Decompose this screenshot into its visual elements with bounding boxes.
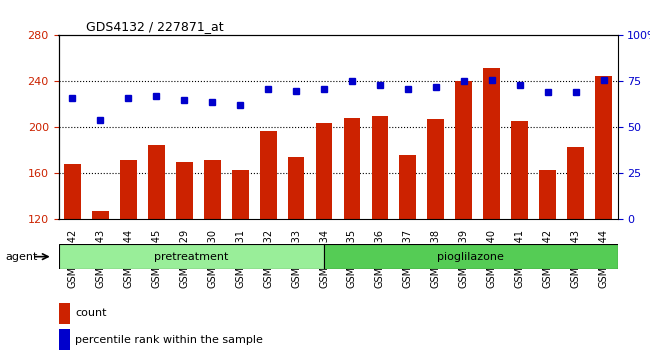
Bar xyxy=(344,118,360,219)
Bar xyxy=(595,76,612,219)
Text: pioglilazone: pioglilazone xyxy=(437,252,504,262)
Text: count: count xyxy=(75,308,107,318)
Bar xyxy=(428,119,444,219)
Text: agent: agent xyxy=(6,252,38,262)
Bar xyxy=(58,329,70,350)
Bar xyxy=(400,155,416,219)
Bar xyxy=(512,120,528,219)
Bar xyxy=(316,123,332,219)
Bar xyxy=(260,131,276,219)
Bar xyxy=(456,81,472,219)
Bar xyxy=(288,157,304,219)
Bar xyxy=(120,160,136,219)
Bar xyxy=(58,303,70,324)
Bar xyxy=(204,160,220,219)
Bar xyxy=(92,211,109,219)
Bar xyxy=(567,147,584,219)
Text: GDS4132 / 227871_at: GDS4132 / 227871_at xyxy=(86,20,224,33)
Bar xyxy=(232,170,248,219)
Bar xyxy=(64,164,81,219)
Text: pretreatment: pretreatment xyxy=(154,252,228,262)
Bar xyxy=(540,170,556,219)
Bar xyxy=(484,68,500,219)
Bar xyxy=(148,145,164,219)
FancyBboxPatch shape xyxy=(324,244,618,269)
FancyBboxPatch shape xyxy=(58,244,324,269)
Bar xyxy=(176,162,192,219)
Bar xyxy=(372,116,388,219)
Text: percentile rank within the sample: percentile rank within the sample xyxy=(75,335,263,345)
